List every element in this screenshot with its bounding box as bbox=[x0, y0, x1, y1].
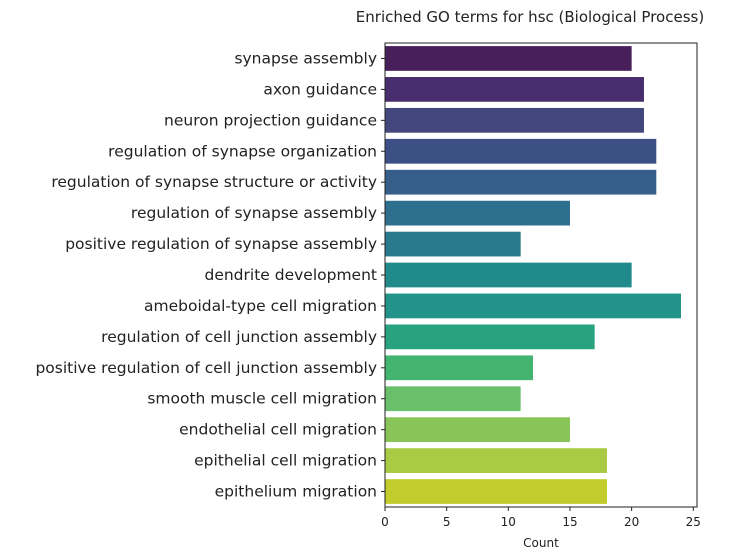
bar bbox=[385, 138, 657, 164]
x-tick-label: 5 bbox=[443, 515, 451, 529]
x-tick-label: 15 bbox=[562, 515, 577, 529]
category-label: positive regulation of cell junction ass… bbox=[35, 359, 377, 377]
x-tick-label: 20 bbox=[624, 515, 639, 529]
category-label: endothelial cell migration bbox=[179, 421, 377, 439]
bar bbox=[385, 448, 607, 473]
bars-group bbox=[385, 46, 681, 504]
category-label: ameboidal-type cell migration bbox=[144, 297, 377, 315]
bar bbox=[385, 262, 632, 288]
bar bbox=[385, 169, 657, 195]
category-label: axon guidance bbox=[263, 80, 377, 98]
bar bbox=[385, 479, 607, 504]
bar bbox=[385, 77, 644, 102]
bar bbox=[385, 293, 681, 319]
chart-title: Enriched GO terms for hsc (Biological Pr… bbox=[355, 8, 705, 26]
category-label: regulation of synapse organization bbox=[108, 142, 377, 160]
bar bbox=[385, 355, 533, 381]
bar bbox=[385, 107, 644, 133]
x-axis-label: Count bbox=[523, 536, 559, 550]
category-labels-group: synapse assembly axon guidance neuron proj… bbox=[35, 49, 385, 501]
category-label: regulation of cell junction assembly bbox=[101, 328, 377, 346]
category-label: epithelial cell migration bbox=[194, 452, 377, 470]
bar bbox=[385, 231, 521, 257]
category-label: epithelium migration bbox=[215, 483, 377, 501]
x-tick-label: 25 bbox=[686, 515, 701, 529]
category-label: synapse assembly bbox=[234, 49, 377, 67]
category-label: regulation of synapse structure or activ… bbox=[51, 173, 377, 191]
category-label: dendrite development bbox=[204, 266, 377, 284]
x-tick-label: 10 bbox=[501, 515, 516, 529]
category-label: positive regulation of synapse assembly bbox=[65, 235, 377, 253]
bar bbox=[385, 417, 570, 443]
category-label: smooth muscle cell migration bbox=[147, 390, 377, 408]
bar bbox=[385, 200, 570, 226]
plot-frame-border bbox=[384, 42, 698, 508]
category-label: neuron projection guidance bbox=[164, 111, 377, 129]
plot-frame bbox=[384, 42, 698, 508]
bar bbox=[385, 46, 632, 71]
x-tick-label: 0 bbox=[381, 515, 389, 529]
bar bbox=[385, 386, 521, 412]
category-label: regulation of synapse assembly bbox=[131, 204, 377, 222]
bar bbox=[385, 324, 595, 350]
x-axis: 0 5 10 15 20 25 bbox=[381, 507, 701, 529]
